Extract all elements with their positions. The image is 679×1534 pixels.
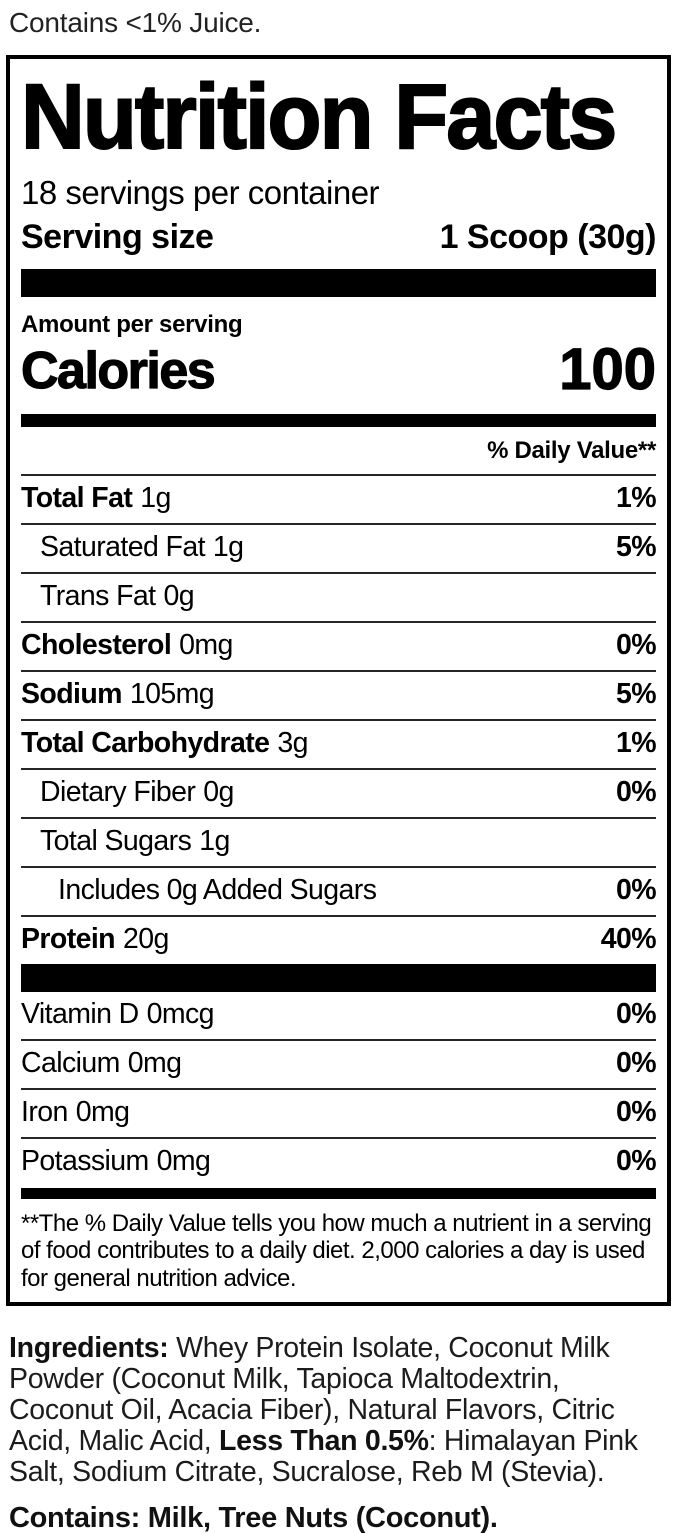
nutrient-dv: 0% [616, 775, 657, 808]
nutrient-name: Total Sugars [40, 824, 192, 857]
nutrient-amount: 20g [122, 922, 169, 955]
nutrient-rows: Total Fat 1g 1% Saturated Fat 1g 5% Trans … [21, 473, 657, 964]
nutrient-dv: 1% [616, 726, 657, 759]
nutrient-name: Protein [21, 922, 116, 955]
thick-divider-protein [21, 963, 656, 992]
calories-label: Calories [20, 342, 216, 401]
nutrient-amount: 1g [140, 481, 171, 514]
nutrient-amount: 1g [212, 530, 244, 563]
nutrient-amount: 0mg [156, 1144, 211, 1177]
nutrient-name: Saturated Fat [40, 530, 205, 563]
amount-per-serving-label: Amount per serving [21, 310, 243, 338]
nutrient-row-sodium: Sodium 105mg 5% [21, 669, 657, 719]
nutrient-row-total-carbohydrate: Total Carbohydrate 3g 1% [21, 718, 657, 768]
medium-divider-calories [21, 413, 656, 427]
nutrient-name: Cholesterol [21, 628, 172, 661]
nutrient-row-cholesterol: Cholesterol 0mg 0% [21, 620, 657, 670]
nutrient-name: Calcium [21, 1046, 120, 1079]
nutrient-name: Total Carbohydrate [21, 726, 270, 759]
nutrition-facts-title: Nutrition Facts [20, 66, 618, 168]
nutrient-amount: 1g [199, 824, 230, 857]
juice-content-note: Contains <1% Juice. [9, 7, 262, 38]
daily-value-header: % Daily Value** [487, 436, 656, 464]
nutrient-row-vitamin-d: Vitamin D 0mcg 0% [21, 992, 657, 1039]
calories-value: 100 [559, 336, 657, 402]
nutrient-dv: 0% [616, 1144, 657, 1177]
nutrient-row-iron: Iron 0mg 0% [21, 1087, 657, 1137]
nutrient-dv: 1% [616, 481, 657, 514]
nutrient-name: Potassium [21, 1144, 149, 1177]
nutrient-row-protein: Protein 20g 40% [21, 914, 657, 964]
nutrient-amount: 3g [277, 726, 308, 759]
nutrient-name: Iron [21, 1095, 68, 1128]
ingredients-less-than-phrase: Less Than 0.5% [219, 1425, 429, 1458]
nutrition-facts-panel: Nutrition Facts 18 servings per containe… [6, 55, 671, 1307]
nutrient-amount: 0mg [179, 628, 233, 661]
nutrient-amount: 0g [203, 775, 234, 808]
nutrient-row-total-fat: Total Fat 1g 1% [21, 473, 657, 523]
calories-row: Calories 100 [20, 336, 657, 402]
nutrient-dv: 5% [616, 677, 657, 710]
thick-divider-top [21, 268, 656, 297]
daily-value-footnote: **The % Daily Value tells you how much a… [21, 1209, 652, 1292]
allergen-contains-note: Contains: Milk, Tree Nuts (Coconut). [9, 1502, 498, 1534]
nutrient-name: Vitamin D [21, 997, 139, 1030]
serving-size-label: Serving size [21, 217, 214, 256]
nutrient-amount: 0mcg [146, 997, 215, 1030]
nutrient-name: Trans Fat [40, 579, 156, 612]
serving-size-value: 1 Scoop (30g) [439, 217, 657, 256]
nutrient-name: Total Fat [21, 481, 133, 514]
nutrient-row-calcium: Calcium 0mg 0% [21, 1038, 657, 1088]
servings-per-container: 18 servings per container [21, 173, 380, 211]
nutrient-row-total-sugars: Total Sugars 1g [21, 816, 656, 866]
nutrient-dv: 0% [616, 1095, 657, 1128]
nutrient-amount: 0g [163, 579, 194, 612]
nutrient-row-potassium: Potassium 0mg 0% [21, 1136, 657, 1186]
ingredients-heading: Ingredients: [9, 1332, 169, 1365]
ingredients-text-2: : Himalayan Pink Salt, Sodium Citrate, S… [9, 1425, 638, 1489]
nutrient-dv: 5% [616, 530, 657, 563]
nutrient-name: Sodium [21, 677, 123, 710]
nutrient-dv: 0% [616, 1046, 657, 1079]
nutrient-row-added-sugars: Includes 0g Added Sugars 0% [21, 865, 657, 915]
medium-divider-footnote [21, 1187, 656, 1199]
nutrient-dv: 0% [616, 628, 657, 661]
nutrient-dv: 0% [616, 997, 657, 1030]
nutrient-amount: 0mg [75, 1095, 130, 1128]
nutrient-row-saturated-fat: Saturated Fat 1g 5% [21, 522, 657, 572]
nutrient-row-trans-fat: Trans Fat 0g [21, 571, 656, 621]
nutrient-amount: 0mg [127, 1046, 182, 1079]
micronutrient-rows: Vitamin D 0mcg 0% Calcium 0mg 0% Iron 0mg 0… [21, 992, 657, 1186]
nutrient-row-dietary-fiber: Dietary Fiber 0g 0% [21, 767, 657, 817]
ingredients-paragraph: Ingredients: Whey Protein Isolate, Cocon… [9, 1333, 669, 1488]
nutrient-dv: 0% [616, 873, 657, 906]
serving-size-row: Serving size 1 Scoop (30g) [21, 217, 657, 269]
nutrient-name: Includes 0g Added Sugars [58, 873, 377, 906]
nutrient-dv: 40% [600, 922, 657, 955]
nutrient-amount: 105mg [129, 677, 215, 710]
nutrient-name: Dietary Fiber [40, 775, 196, 808]
ingredients-text-1: Whey Protein Isolate, Coconut Milk Powde… [9, 1332, 615, 1458]
